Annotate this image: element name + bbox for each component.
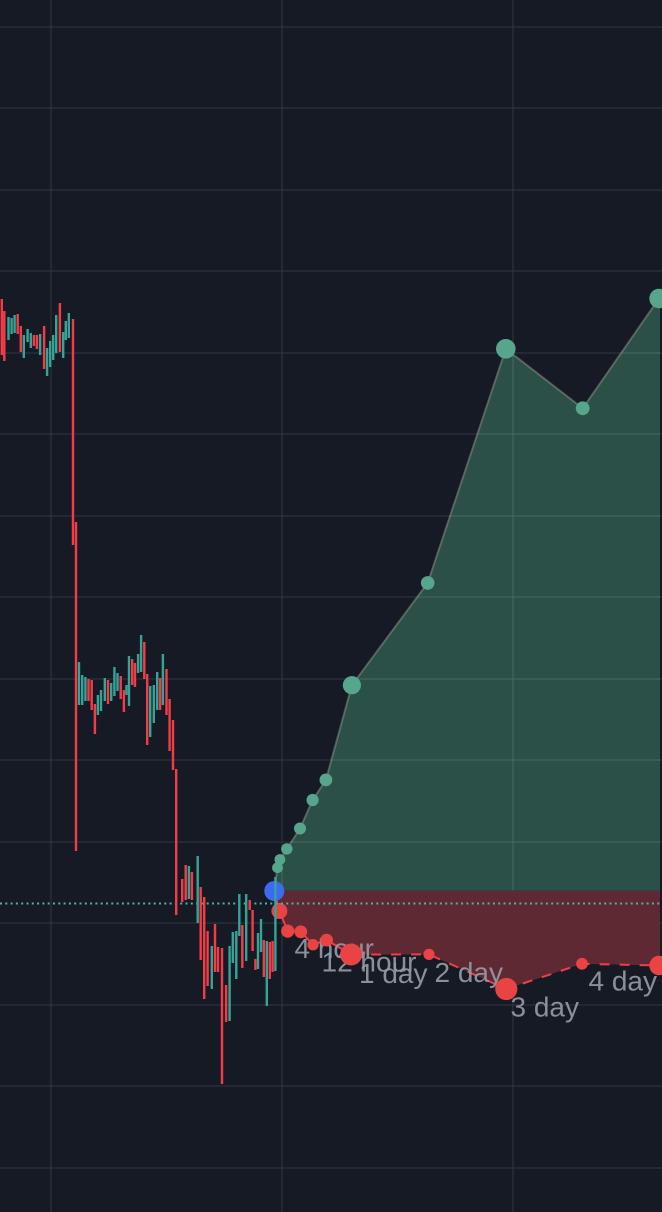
- svg-text:4 day: 4 day: [589, 965, 658, 996]
- svg-text:1 day: 1 day: [359, 958, 428, 989]
- svg-text:12 hour: 12 hour: [322, 946, 417, 977]
- svg-text:2 day: 2 day: [435, 957, 504, 988]
- svg-text:3 day: 3 day: [511, 992, 580, 1023]
